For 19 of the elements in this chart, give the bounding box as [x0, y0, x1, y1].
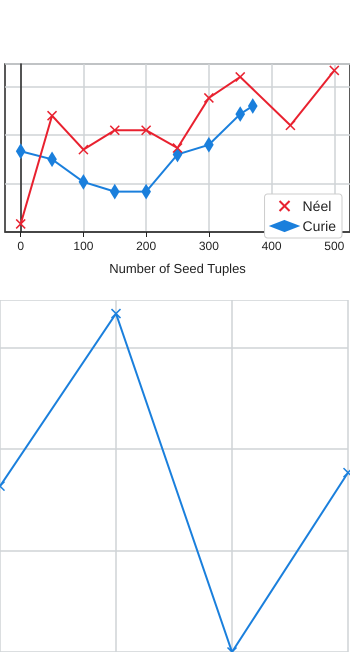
point — [15, 218, 26, 230]
point — [234, 72, 246, 82]
x-axis-title: Number of Seed Tuples — [109, 261, 246, 276]
x-tick-label: 200 — [136, 239, 156, 253]
point — [285, 120, 296, 131]
point — [46, 110, 58, 121]
legend-label: Curie — [302, 218, 336, 234]
point — [78, 144, 89, 155]
x-tick-label: 100 — [73, 239, 94, 253]
x-tick-label: 0 — [17, 239, 24, 253]
legend-label: Néel — [302, 198, 332, 214]
point — [140, 124, 152, 136]
point — [204, 92, 214, 104]
point — [329, 65, 340, 76]
x-tick-label: 400 — [262, 239, 282, 253]
point — [110, 124, 120, 136]
point — [172, 142, 183, 154]
x-tick-label: 500 — [324, 239, 345, 253]
x-tick-label: 300 — [198, 239, 220, 253]
